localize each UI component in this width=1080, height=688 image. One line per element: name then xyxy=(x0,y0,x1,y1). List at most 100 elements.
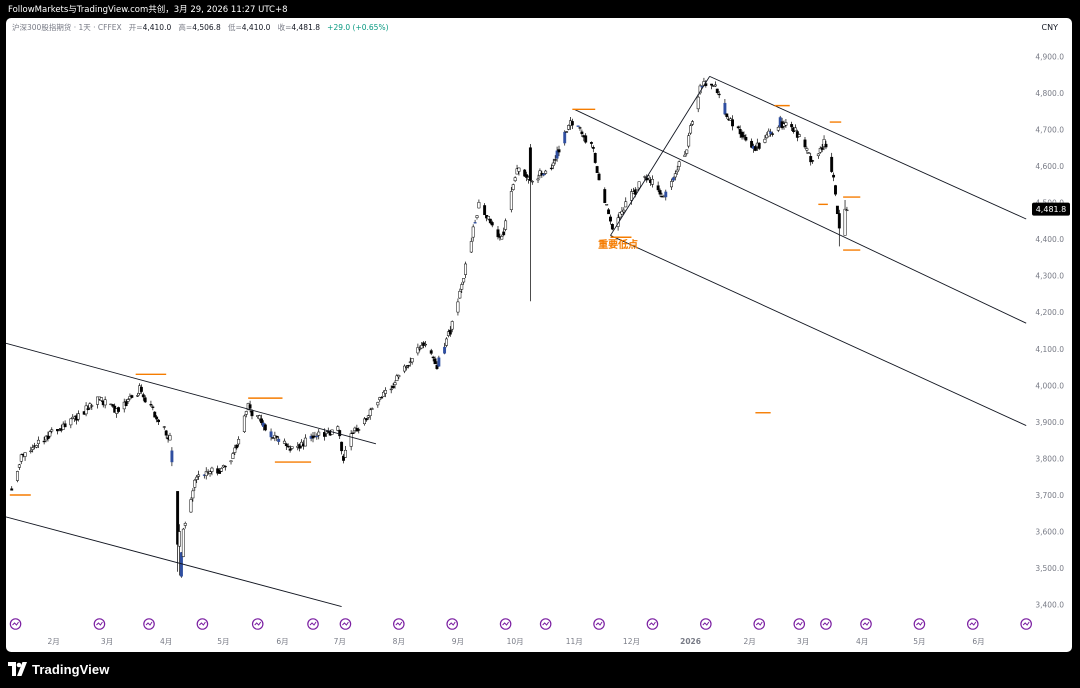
last-price-badge: 4,481.8 xyxy=(1032,202,1070,216)
price-axis: 3,400.0 3,500.0 3,600.0 3,700.0 3,800.0 3,900… xyxy=(1035,52,1064,609)
event-marker-icon[interactable] xyxy=(93,618,106,630)
candle-body xyxy=(496,229,500,238)
candle-body xyxy=(797,134,801,137)
candle-body xyxy=(544,170,548,174)
candle-body xyxy=(723,102,727,115)
time-tick-label: 2月 xyxy=(744,637,756,646)
candle-body xyxy=(404,366,408,369)
open-label: 开= xyxy=(128,23,143,32)
event-marker-glyph xyxy=(916,621,923,626)
candle-body xyxy=(824,143,828,148)
candle-body xyxy=(807,152,811,154)
candle-body xyxy=(139,386,143,392)
currency-label[interactable]: CNY xyxy=(1041,23,1058,32)
price-chart[interactable]: 3,400.0 3,500.0 3,600.0 3,700.0 3,800.0 3,900… xyxy=(6,18,1072,652)
time-tick-label: 4月 xyxy=(160,637,172,646)
event-marker-icon[interactable] xyxy=(820,618,832,630)
event-marker-icon[interactable] xyxy=(793,618,806,630)
brand-name: TradingView xyxy=(32,661,110,677)
candle-body xyxy=(141,394,145,398)
candle-body xyxy=(143,397,147,403)
event-marker-icon[interactable] xyxy=(196,618,209,630)
event-marker-icon[interactable] xyxy=(700,618,712,630)
time-tick-label: 11月 xyxy=(566,637,583,646)
event-marker-icon[interactable] xyxy=(753,618,766,630)
candle-body xyxy=(258,415,262,420)
event-marker-icon[interactable] xyxy=(307,618,319,630)
price-tick-label: 4,600.0 xyxy=(1035,162,1064,171)
candle-body xyxy=(677,161,681,167)
candle-body xyxy=(633,189,637,195)
event-marker-icon[interactable] xyxy=(143,618,155,630)
candle-body xyxy=(576,125,580,127)
candle-body xyxy=(384,390,387,394)
candle-body xyxy=(753,146,757,151)
candle-body xyxy=(189,499,193,513)
price-tick-label: 3,900.0 xyxy=(1035,418,1064,427)
low-label: 低= xyxy=(227,23,242,32)
candle-body xyxy=(431,356,435,359)
event-marker-icon[interactable] xyxy=(251,618,264,630)
candle-body xyxy=(565,131,569,133)
event-marker-glyph xyxy=(862,621,870,626)
candle-body xyxy=(477,202,481,209)
candle-body xyxy=(462,278,466,283)
event-marker-icon[interactable] xyxy=(339,618,352,630)
candle-body xyxy=(23,452,27,457)
candle-body xyxy=(637,181,641,189)
event-marker-glyph xyxy=(1022,621,1030,626)
candle-body xyxy=(157,419,161,423)
candle-body xyxy=(578,127,582,129)
candle-body xyxy=(664,191,668,198)
candle-body xyxy=(324,431,328,434)
price-tick-label: 3,500.0 xyxy=(1035,564,1064,573)
candle-body xyxy=(685,149,689,154)
candle-body xyxy=(567,125,570,130)
event-marker-icon[interactable] xyxy=(1020,618,1032,630)
candle-body xyxy=(435,365,439,369)
candle-body xyxy=(445,338,448,346)
time-tick-label: 5月 xyxy=(217,637,229,646)
candle-body xyxy=(513,177,517,182)
chart-panel[interactable]: 3,400.0 3,500.0 3,600.0 3,700.0 3,800.0 3,900… xyxy=(6,18,1072,652)
candle-body xyxy=(549,167,553,170)
event-marker-icon[interactable] xyxy=(646,618,659,630)
candle-body xyxy=(658,190,662,195)
event-marker-icon[interactable] xyxy=(966,618,979,630)
event-marker-icon[interactable] xyxy=(9,618,22,630)
event-marker-glyph xyxy=(755,621,763,626)
candle-body xyxy=(750,140,754,148)
price-tick-label: 4,900.0 xyxy=(1035,52,1064,61)
window-caption: FollowMarkets与TradingView.com共创，3月 29, 2… xyxy=(8,5,288,15)
candle-body xyxy=(393,382,397,386)
candle-body xyxy=(456,301,460,313)
candle-body xyxy=(250,410,254,417)
candle-body xyxy=(286,445,290,448)
event-marker-icon[interactable] xyxy=(913,618,926,630)
event-marker-icon[interactable] xyxy=(539,618,552,630)
candle-body xyxy=(210,467,214,472)
candle-body xyxy=(790,124,794,128)
symbol-name[interactable]: 沪深300股指期货 · 1天 · CFFEX xyxy=(12,23,122,32)
candle-body xyxy=(183,523,187,526)
event-marker-icon[interactable] xyxy=(446,618,459,630)
time-tick-label: 9月 xyxy=(452,637,464,646)
candle-body xyxy=(822,139,826,147)
candle-body xyxy=(170,450,174,463)
candle-body xyxy=(609,216,612,222)
candle-body xyxy=(136,395,140,397)
candle-body xyxy=(349,433,353,447)
candle-body xyxy=(99,397,103,401)
time-tick-label: 7月 xyxy=(334,637,346,646)
candle-body xyxy=(218,470,222,474)
close-value: 4,481.8 xyxy=(291,23,321,32)
event-marker-icon[interactable] xyxy=(393,618,405,630)
event-marker-glyph xyxy=(448,621,456,626)
tradingview-brand[interactable]: TradingView xyxy=(8,660,109,678)
candle-body xyxy=(378,397,382,401)
candle-body xyxy=(263,424,267,431)
event-marker-icon[interactable] xyxy=(499,618,512,630)
candle-body xyxy=(242,415,246,433)
event-marker-icon[interactable] xyxy=(860,618,872,630)
event-marker-icon[interactable] xyxy=(593,618,605,630)
